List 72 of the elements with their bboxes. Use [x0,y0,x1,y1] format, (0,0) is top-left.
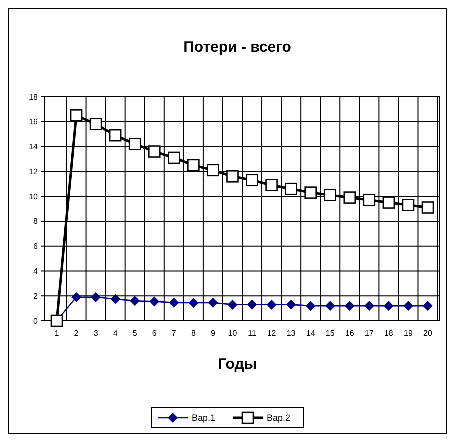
x-tick-label: 19 [404,329,414,338]
x-tick-label: 18 [384,329,394,338]
point [423,301,433,312]
x-tick-label: 15 [326,329,336,338]
y-tick-label: 6 [34,242,39,252]
point [266,179,278,192]
x-tick-label: 6 [152,329,158,338]
x-tick-label: 2 [74,329,80,338]
point [246,174,258,187]
point [247,300,258,310]
point [90,118,102,131]
x-tick-label: 11 [248,329,257,338]
y-tick-label: 12 [29,167,39,176]
legend-label: Вар.2 [267,413,291,424]
point [384,301,394,312]
y-tick-label: 8 [34,217,39,226]
y-tick-label: 4 [34,267,39,276]
point [168,152,180,164]
point [306,301,316,312]
point [188,159,200,172]
y-tick-label: 18 [29,92,39,102]
point [150,296,160,307]
point [188,298,199,308]
x-tick-label: 20 [424,329,433,338]
point [208,298,218,308]
point [363,194,376,206]
point [403,301,414,312]
point [72,292,82,302]
x-tick-label: 1 [54,329,60,338]
point [266,300,277,310]
y-tick-label: 2 [34,292,39,301]
point [304,186,317,199]
x-tick-label: 16 [345,329,355,338]
x-tick-label: 12 [267,329,277,338]
point [207,164,220,177]
x-tick-label: 10 [228,329,238,338]
point [148,146,161,158]
x-tick-label: 9 [210,329,216,338]
chart-title: Потери - всего [184,39,292,56]
point [128,138,142,150]
point [130,296,140,306]
x-tick-label: 4 [113,329,118,338]
point [109,129,122,142]
x-tick-label: 14 [306,329,316,338]
point [228,300,238,310]
point [324,189,337,202]
point [402,199,415,212]
y-tick-label: 16 [29,118,39,127]
point [169,298,180,308]
x-tick-label: 7 [172,329,177,338]
y-tick-label: 14 [29,142,39,152]
point [285,182,298,196]
point [382,196,396,209]
point [422,202,434,214]
point [364,301,374,312]
y-tick-label: 10 [29,192,39,202]
x-tick-label: 3 [94,329,99,338]
point [70,110,83,122]
x-axis-title: Годы [218,356,258,373]
point [110,294,121,304]
point [91,292,102,302]
point [286,300,296,310]
point [344,192,356,204]
x-tick-label: 13 [286,329,296,338]
y-tick-label: 0 [34,316,39,326]
legend-label: Вар.1 [192,413,216,424]
point [325,301,336,312]
x-tick-label: 8 [191,329,196,338]
point [226,170,239,183]
point [344,301,355,312]
x-tick-label: 5 [132,329,138,338]
x-tick-label: 17 [364,329,374,338]
